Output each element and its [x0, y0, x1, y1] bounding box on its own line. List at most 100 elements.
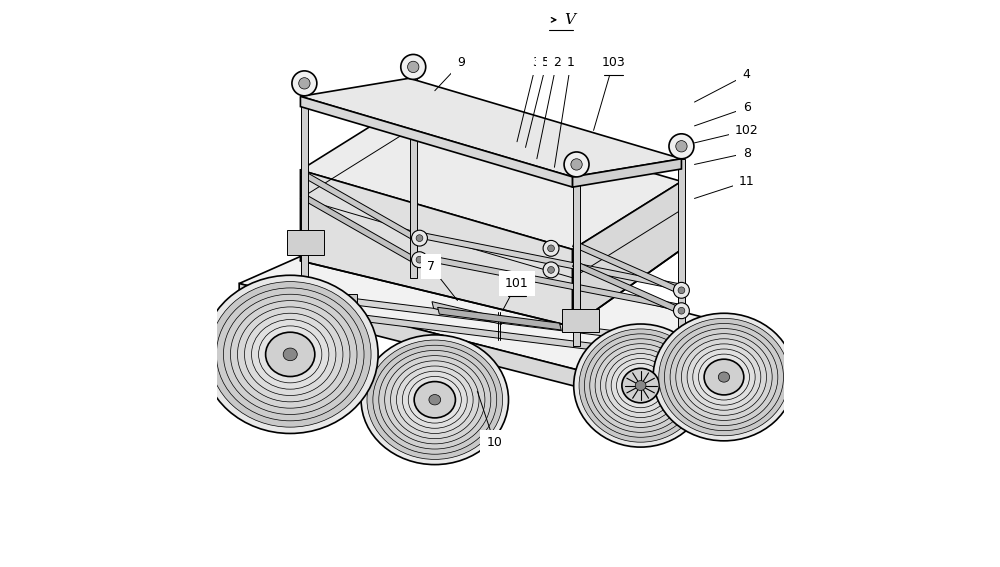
Circle shape: [543, 262, 559, 278]
Text: 103: 103: [602, 56, 625, 69]
Circle shape: [408, 61, 419, 73]
Circle shape: [543, 240, 559, 256]
Polygon shape: [438, 307, 561, 330]
Polygon shape: [630, 340, 676, 366]
Polygon shape: [239, 230, 760, 386]
Ellipse shape: [408, 376, 461, 423]
Ellipse shape: [223, 294, 357, 414]
Polygon shape: [319, 320, 363, 336]
Circle shape: [412, 230, 427, 246]
Ellipse shape: [698, 354, 749, 400]
Ellipse shape: [259, 326, 322, 383]
Polygon shape: [419, 254, 684, 311]
Ellipse shape: [230, 301, 350, 408]
Ellipse shape: [676, 141, 687, 146]
Circle shape: [548, 266, 554, 273]
Text: 1: 1: [567, 56, 575, 69]
Circle shape: [676, 141, 687, 152]
Circle shape: [299, 78, 310, 89]
Circle shape: [674, 303, 689, 319]
Ellipse shape: [402, 371, 467, 428]
Polygon shape: [573, 177, 580, 346]
Text: 10: 10: [486, 436, 502, 448]
Circle shape: [416, 235, 423, 242]
Text: V: V: [565, 13, 576, 27]
Polygon shape: [316, 294, 684, 346]
Ellipse shape: [361, 335, 509, 464]
Polygon shape: [316, 309, 684, 361]
Ellipse shape: [606, 354, 675, 417]
Ellipse shape: [252, 320, 329, 389]
Ellipse shape: [237, 307, 343, 402]
Text: 11: 11: [739, 175, 755, 188]
Ellipse shape: [590, 338, 691, 433]
Ellipse shape: [676, 333, 772, 421]
Circle shape: [292, 71, 317, 96]
Ellipse shape: [373, 345, 497, 454]
Text: 9: 9: [458, 56, 465, 69]
Ellipse shape: [718, 372, 730, 382]
Ellipse shape: [266, 332, 315, 376]
Text: 8: 8: [743, 147, 751, 159]
Polygon shape: [636, 332, 646, 374]
Ellipse shape: [367, 340, 503, 459]
Polygon shape: [573, 181, 681, 327]
Polygon shape: [639, 332, 760, 403]
Polygon shape: [419, 232, 684, 290]
Ellipse shape: [579, 329, 702, 442]
Polygon shape: [410, 78, 417, 278]
Ellipse shape: [379, 350, 491, 449]
Ellipse shape: [670, 329, 778, 425]
Polygon shape: [287, 230, 324, 255]
Ellipse shape: [659, 318, 789, 435]
Circle shape: [401, 54, 426, 79]
Ellipse shape: [600, 349, 681, 422]
Ellipse shape: [414, 382, 455, 418]
Ellipse shape: [391, 361, 479, 439]
Ellipse shape: [429, 395, 441, 405]
Polygon shape: [300, 193, 422, 266]
Ellipse shape: [408, 62, 419, 66]
Ellipse shape: [571, 159, 582, 164]
Polygon shape: [573, 261, 684, 315]
Circle shape: [564, 152, 589, 177]
Polygon shape: [300, 78, 681, 177]
Ellipse shape: [245, 313, 336, 396]
Circle shape: [548, 245, 554, 252]
Text: 102: 102: [735, 124, 759, 137]
Polygon shape: [678, 159, 685, 329]
Polygon shape: [432, 302, 502, 324]
Text: 2: 2: [553, 56, 561, 69]
Ellipse shape: [299, 78, 310, 83]
Polygon shape: [347, 294, 357, 352]
Polygon shape: [573, 159, 681, 187]
Polygon shape: [300, 96, 573, 187]
Polygon shape: [239, 284, 639, 403]
Circle shape: [678, 287, 685, 294]
Ellipse shape: [687, 344, 761, 411]
Circle shape: [416, 256, 423, 263]
Ellipse shape: [704, 359, 744, 395]
Polygon shape: [573, 241, 684, 295]
Ellipse shape: [209, 282, 371, 427]
Ellipse shape: [681, 338, 766, 415]
Text: 5: 5: [542, 56, 550, 69]
Polygon shape: [300, 170, 422, 244]
Ellipse shape: [653, 313, 795, 441]
Ellipse shape: [693, 349, 755, 405]
Text: 101: 101: [505, 277, 529, 290]
Circle shape: [674, 282, 689, 298]
Text: 3: 3: [532, 56, 540, 69]
Ellipse shape: [664, 323, 784, 431]
Text: 6: 6: [743, 101, 751, 114]
Ellipse shape: [385, 356, 485, 444]
Ellipse shape: [635, 380, 646, 391]
Text: 4: 4: [743, 69, 751, 81]
Ellipse shape: [622, 369, 659, 403]
Ellipse shape: [396, 366, 473, 433]
Ellipse shape: [283, 348, 297, 361]
Ellipse shape: [611, 358, 670, 413]
Circle shape: [678, 307, 685, 314]
Circle shape: [669, 134, 694, 159]
Ellipse shape: [595, 344, 686, 428]
